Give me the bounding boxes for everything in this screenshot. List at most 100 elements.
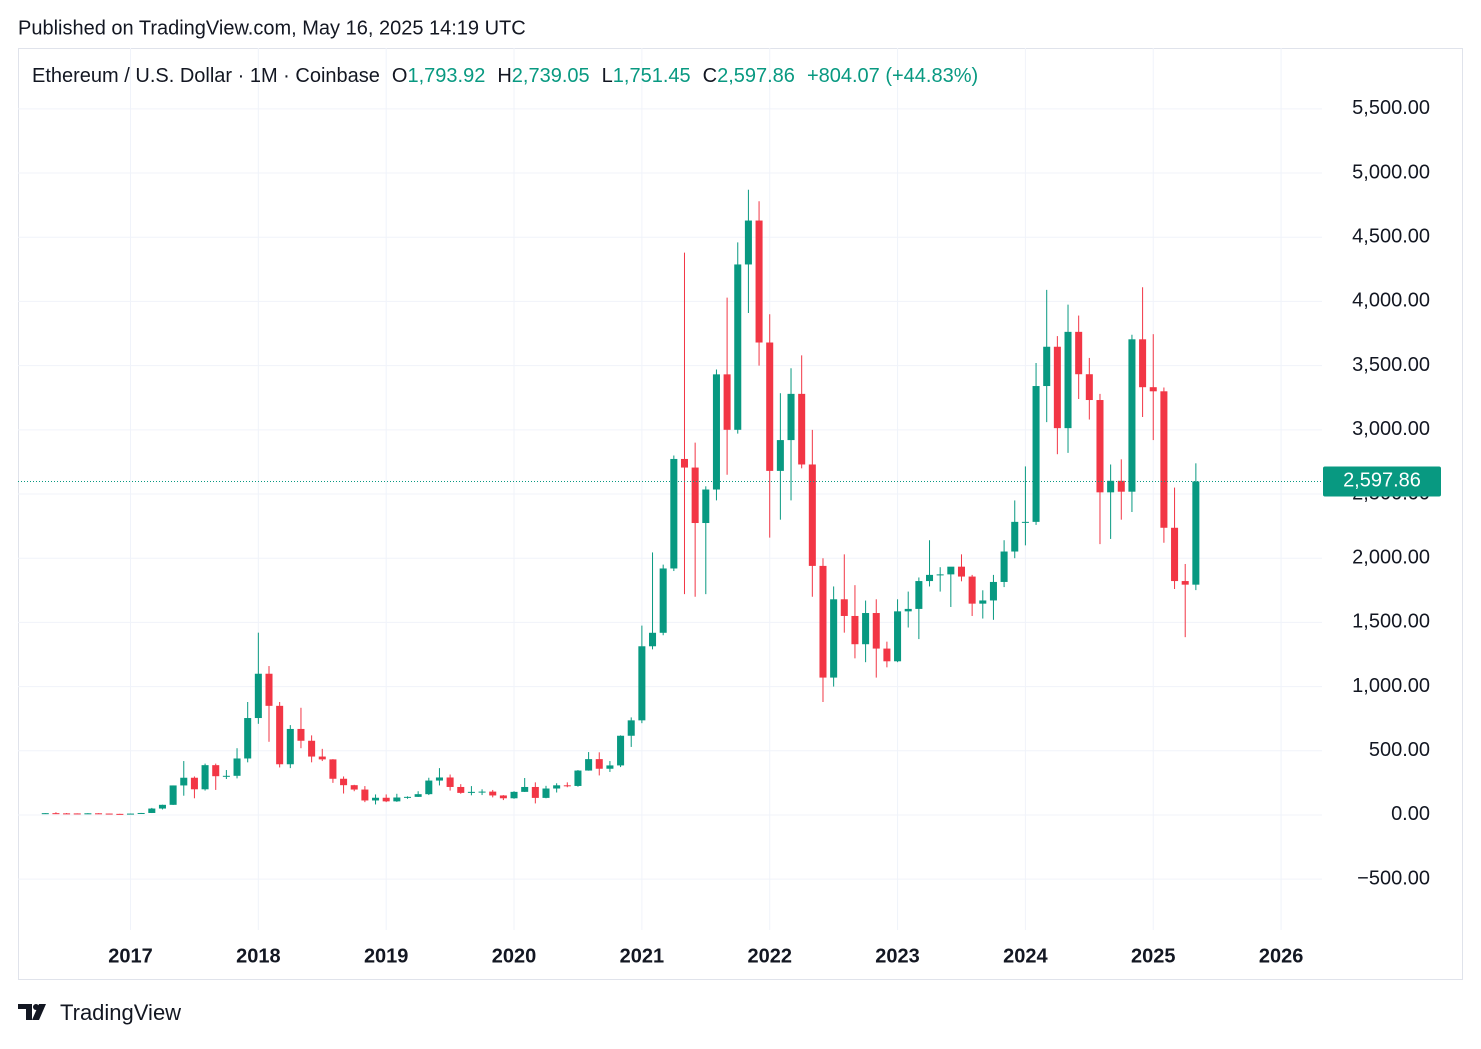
candle-body bbox=[659, 568, 667, 633]
ohlc-value: 1,793.92 bbox=[407, 65, 485, 87]
candle-body bbox=[254, 673, 262, 719]
candle-body bbox=[137, 812, 145, 814]
candle-body bbox=[680, 458, 689, 468]
candle-body bbox=[435, 777, 443, 781]
last-price-label: 2,597.86 bbox=[1343, 470, 1421, 492]
candle-body bbox=[606, 765, 614, 769]
candle-body bbox=[265, 673, 273, 706]
candle-body bbox=[638, 646, 646, 721]
candle-body bbox=[585, 759, 593, 771]
candle-body bbox=[1064, 331, 1072, 429]
candle-body bbox=[1160, 391, 1168, 528]
candle-body bbox=[467, 791, 475, 793]
candle-body bbox=[478, 791, 486, 793]
candle-body bbox=[489, 791, 497, 796]
candle-body bbox=[723, 374, 731, 430]
candle-body bbox=[755, 220, 763, 343]
candle-body bbox=[840, 599, 848, 616]
chart-frame bbox=[18, 48, 1463, 980]
candle-body bbox=[1085, 374, 1093, 401]
candle-body bbox=[883, 648, 891, 662]
candle-body bbox=[329, 759, 337, 779]
candle-body bbox=[787, 393, 795, 441]
y-tick-label: 4,000.00 bbox=[1352, 290, 1430, 312]
candle-body bbox=[201, 765, 209, 790]
candle-body bbox=[957, 566, 965, 577]
header: Ethereum / U.S. Dollar · 1M · Coinbase O1… bbox=[32, 65, 978, 87]
candle-body bbox=[712, 374, 720, 490]
candle-body bbox=[190, 777, 198, 790]
candle-body bbox=[126, 813, 135, 815]
candle-body bbox=[617, 735, 625, 766]
candle-body bbox=[233, 758, 241, 776]
x-tick-label: 2024 bbox=[1003, 945, 1048, 967]
candle-body bbox=[926, 574, 934, 582]
candle-body bbox=[542, 788, 550, 798]
candle-body bbox=[403, 796, 412, 798]
candle-body bbox=[1000, 551, 1008, 582]
plot: 2017 2018 2019 2020 2021 2022 2023 2024 2025 2026… bbox=[18, 48, 1441, 967]
candle-body bbox=[1149, 387, 1157, 392]
y-tick-label: 5,000.00 bbox=[1352, 161, 1430, 183]
candle-body bbox=[84, 813, 92, 815]
x-tick-label: 2017 bbox=[108, 945, 153, 967]
y-tick-label: 2,000.00 bbox=[1352, 546, 1430, 568]
candle-body bbox=[244, 718, 252, 759]
ohlc-value: 2,739.05 bbox=[512, 65, 590, 87]
candle-body bbox=[393, 797, 401, 802]
candle-body bbox=[776, 440, 784, 471]
x-tick-label: 2022 bbox=[747, 945, 792, 967]
candle-body bbox=[744, 220, 752, 265]
symbol-name: Ethereum / U.S. Dollar · 1M · Coinbase bbox=[32, 65, 380, 87]
candle-body bbox=[1181, 581, 1189, 585]
ohlc-key: L bbox=[602, 65, 613, 87]
candle-body bbox=[915, 581, 923, 609]
candle-body bbox=[670, 458, 678, 569]
candle-body bbox=[95, 813, 103, 815]
y-tick-label: −500.00 bbox=[1357, 867, 1430, 889]
candle-body bbox=[1171, 527, 1179, 582]
candle-body bbox=[691, 467, 699, 524]
candle-body bbox=[169, 785, 177, 805]
candle-body bbox=[734, 264, 742, 430]
brand-logo bbox=[18, 1004, 46, 1020]
candle-body bbox=[1192, 481, 1200, 585]
y-tick-label: 1,500.00 bbox=[1352, 611, 1430, 633]
ohlc-value: 1,751.45 bbox=[613, 65, 691, 87]
x-tick-label: 2021 bbox=[620, 945, 665, 967]
candle-body bbox=[158, 804, 166, 809]
candle-body bbox=[276, 705, 284, 765]
candle-body bbox=[41, 813, 49, 815]
candle-body bbox=[116, 813, 124, 815]
candle-body bbox=[105, 813, 113, 815]
ohlc-key: H bbox=[497, 65, 511, 87]
candle-body bbox=[649, 632, 657, 647]
candle-body bbox=[372, 797, 380, 801]
y-tick-label: 500.00 bbox=[1369, 739, 1430, 761]
candle-body bbox=[766, 342, 774, 471]
last-price-tag bbox=[1323, 466, 1441, 497]
candle-body bbox=[979, 600, 987, 604]
candle-body bbox=[808, 464, 816, 566]
published-note: Published on TradingView.com, May 16, 20… bbox=[18, 17, 526, 39]
candle-body bbox=[510, 791, 518, 799]
candle-body bbox=[318, 756, 326, 760]
candle-body bbox=[702, 489, 710, 524]
candle-body bbox=[563, 785, 571, 787]
candle-body bbox=[1032, 386, 1040, 522]
candle-body bbox=[968, 576, 976, 604]
candle-body bbox=[851, 615, 859, 645]
y-tick-label: 3,500.00 bbox=[1352, 354, 1430, 376]
ohlc-key: O bbox=[392, 65, 408, 87]
candle-body bbox=[1128, 339, 1136, 492]
x-tick-label: 2020 bbox=[492, 945, 537, 967]
candle-body bbox=[1011, 521, 1019, 552]
candle-body bbox=[830, 599, 838, 678]
candle-body bbox=[1021, 521, 1029, 523]
candle-body bbox=[819, 565, 827, 678]
candle-body bbox=[1107, 480, 1115, 493]
candle-body bbox=[414, 794, 422, 797]
brand-name: TradingView bbox=[60, 1000, 181, 1025]
x-tick-label: 2025 bbox=[1131, 945, 1176, 967]
